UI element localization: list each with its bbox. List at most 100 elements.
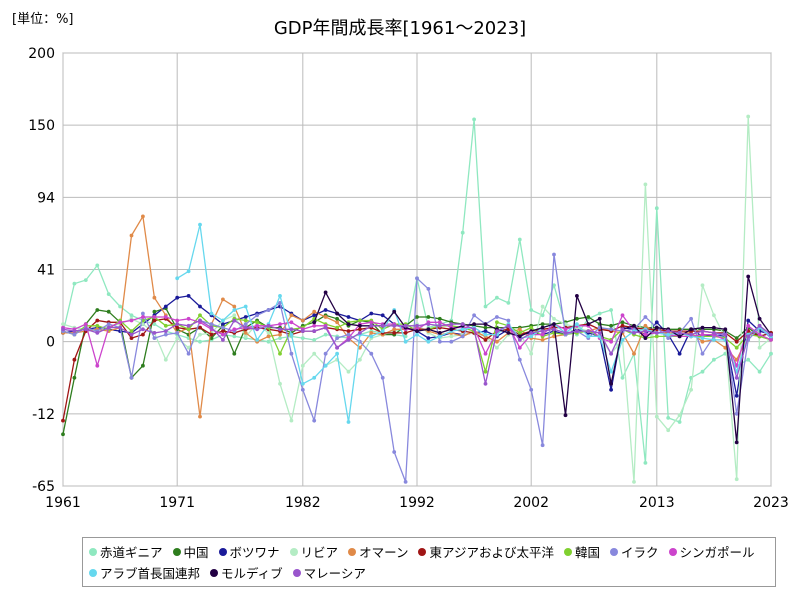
- data-point: [129, 332, 134, 337]
- data-point: [346, 420, 351, 424]
- data-point: [61, 418, 65, 423]
- data-point: [449, 327, 454, 332]
- data-point: [609, 351, 613, 356]
- series-layer: [61, 114, 773, 484]
- legend-label: マレーシア: [303, 566, 366, 581]
- data-point: [312, 329, 317, 333]
- data-point: [632, 323, 636, 328]
- data-point: [689, 316, 693, 321]
- data-point: [312, 313, 317, 318]
- data-point: [575, 329, 579, 333]
- data-point: [61, 327, 65, 332]
- data-point: [483, 325, 488, 330]
- data-point: [392, 309, 397, 314]
- data-point: [643, 315, 648, 319]
- data-point: [243, 334, 248, 339]
- data-point: [666, 329, 671, 333]
- legend-label: シンガポール: [679, 545, 755, 560]
- data-point: [769, 338, 773, 342]
- data-point: [346, 322, 351, 326]
- data-point: [323, 332, 328, 337]
- legend: 赤道ギニア 中国 ボツワナ リビア オマーン 東アジアおよび太平洋 韓国 イラク シンガポールア…: [82, 537, 776, 587]
- data-point: [266, 323, 271, 328]
- data-point: [209, 325, 214, 330]
- data-point: [129, 329, 134, 333]
- data-point: [163, 357, 168, 362]
- data-point: [483, 304, 488, 309]
- data-point: [415, 315, 419, 319]
- data-point: [95, 263, 100, 268]
- legend-row: 赤道ギニア 中国 ボツワナ リビア オマーン 東アジアおよび太平洋 韓国 イラク シンガポールア…: [89, 541, 769, 583]
- data-point: [106, 322, 111, 326]
- data-point: [746, 318, 751, 323]
- data-point: [426, 287, 431, 291]
- data-point: [221, 322, 225, 326]
- data-point: [746, 334, 751, 339]
- data-point: [517, 327, 522, 332]
- data-point: [266, 308, 271, 312]
- data-point: [597, 331, 602, 335]
- data-point: [61, 322, 65, 326]
- data-point: [323, 315, 328, 319]
- data-point: [540, 329, 545, 333]
- data-point: [358, 327, 362, 332]
- data-point: [198, 318, 202, 323]
- data-point: [483, 322, 488, 326]
- data-point: [323, 290, 328, 295]
- data-point: [700, 332, 705, 337]
- legend-label: リビア: [300, 545, 339, 560]
- legend-swatch: [418, 547, 427, 556]
- legend-item: マレーシア: [292, 562, 366, 583]
- data-point: [415, 332, 419, 337]
- data-point: [243, 315, 248, 319]
- data-point: [403, 331, 408, 335]
- data-point: [712, 331, 716, 335]
- data-point: [700, 339, 705, 344]
- data-point: [517, 331, 522, 335]
- data-point: [152, 322, 157, 326]
- data-point: [403, 339, 408, 344]
- data-point: [495, 295, 499, 300]
- data-point: [95, 318, 100, 323]
- data-point: [415, 323, 419, 328]
- data-point: [278, 381, 282, 386]
- data-point: [163, 315, 168, 319]
- y-axis: 200 150 94 41 0 -12 -65: [28, 46, 55, 495]
- data-point: [152, 336, 157, 340]
- data-point: [266, 334, 271, 339]
- data-point: [312, 338, 317, 342]
- data-point: [620, 375, 625, 380]
- data-point: [198, 222, 202, 227]
- legend-item: ボツワナ: [218, 541, 280, 562]
- data-point: [529, 331, 534, 335]
- x-tick-label: 2023: [753, 495, 789, 511]
- data-point: [358, 357, 362, 362]
- legend-swatch: [289, 547, 298, 556]
- data-point: [677, 413, 682, 418]
- data-point: [198, 325, 202, 330]
- data-point: [163, 332, 168, 337]
- data-point: [437, 334, 442, 339]
- data-point: [426, 336, 431, 340]
- data-point: [495, 315, 499, 319]
- data-point: [757, 332, 762, 337]
- data-point: [243, 318, 248, 323]
- data-point: [358, 323, 362, 328]
- data-point: [529, 308, 534, 312]
- y-tick-label: 94: [37, 190, 55, 206]
- data-point: [369, 331, 374, 335]
- data-point: [654, 206, 659, 211]
- grid: [62, 52, 772, 487]
- legend-swatch: [668, 547, 677, 556]
- data-point: [734, 339, 739, 344]
- data-point: [609, 323, 613, 328]
- legend-swatch: [89, 568, 97, 577]
- data-point: [620, 320, 625, 325]
- data-point: [746, 357, 751, 362]
- data-point: [403, 480, 408, 484]
- data-point: [300, 387, 305, 392]
- legend-item: リビア: [289, 541, 339, 562]
- data-point: [517, 345, 522, 350]
- data-point: [563, 331, 568, 335]
